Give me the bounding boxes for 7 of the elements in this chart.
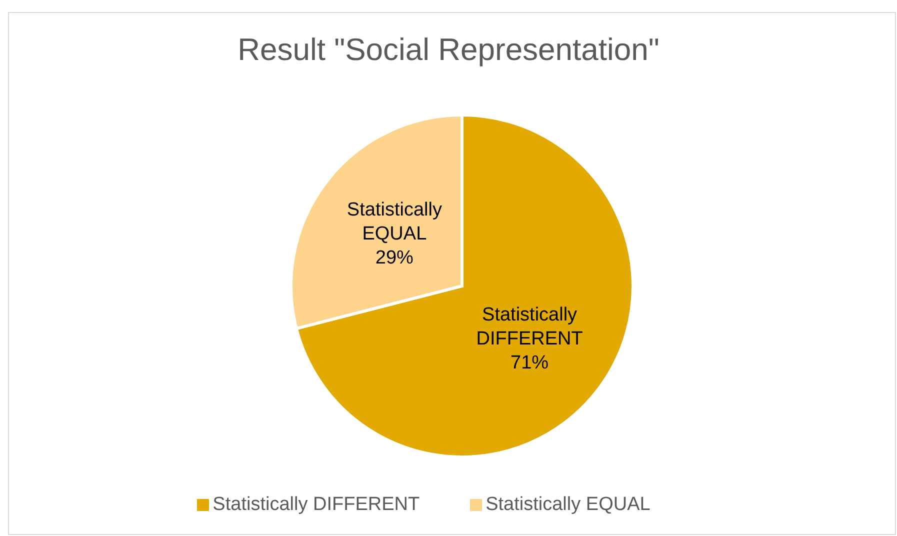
chart-title: Result "Social Representation"	[236, 32, 660, 68]
legend-label: Statistically EQUAL	[486, 494, 650, 515]
slice-label: Statistically DIFFERENT	[476, 304, 584, 349]
data-label: 71%	[510, 352, 549, 373]
slice-label: Statistically EQUAL	[346, 199, 442, 244]
data-label: 29%	[375, 247, 414, 268]
legend-label: Statistically DIFFERENT	[212, 494, 420, 515]
